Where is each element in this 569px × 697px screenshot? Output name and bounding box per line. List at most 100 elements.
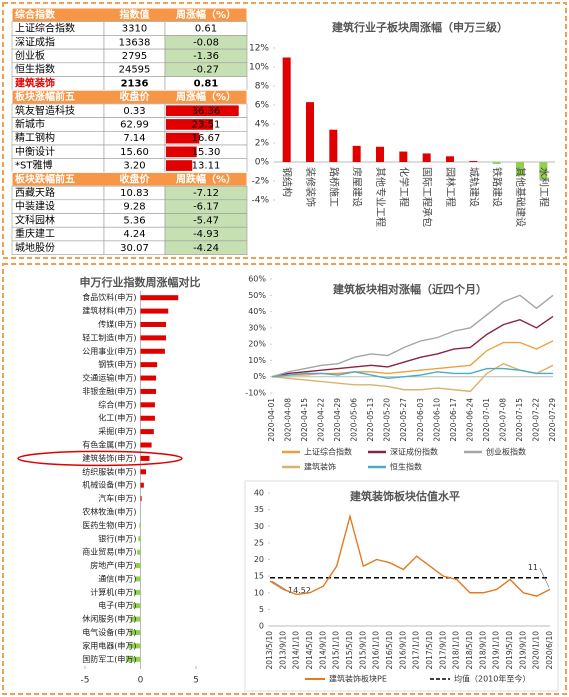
table-text: 0.33 (123, 106, 145, 117)
x-tick-label: 2020-07-15 (515, 398, 524, 442)
x-tick-label: -5 (81, 676, 90, 686)
x-tick-label: 2020/1/10 (532, 631, 541, 670)
y-tick-label: 商业贸易(申万) (82, 547, 136, 557)
x-tick-label: 2020/6/10 (545, 631, 554, 670)
bar (539, 162, 548, 180)
x-tick-label: 2013/5/10 (265, 631, 274, 670)
bar (140, 335, 167, 341)
bar (140, 469, 147, 475)
y-tick-label: 农林牧渔(申万) (82, 506, 136, 516)
table-text: 15.60 (120, 147, 149, 158)
table-text: 13.11 (192, 161, 221, 172)
bar (130, 616, 141, 622)
legend-label: 均值（2010年至今） (454, 674, 530, 684)
y-tick-label: 非银金融(申万) (82, 386, 136, 396)
table-text: -7.12 (193, 188, 219, 199)
x-tick-label: 2017/1/10 (412, 631, 421, 670)
table-text: 10.83 (120, 188, 149, 199)
bar (422, 153, 431, 162)
bar (140, 496, 142, 502)
x-tick-label: 2020-07-22 (531, 398, 540, 442)
leader (271, 580, 287, 590)
y-tick-label: 40 (254, 489, 264, 498)
data-bar (166, 160, 193, 171)
table-text: 新城市 (15, 117, 45, 130)
y-tick-label: 10% (249, 63, 269, 73)
x-tick-label: 城轨建设 (467, 167, 480, 207)
y-tick-label: 传媒(申万) (98, 319, 136, 329)
table-text: 城地股份 (15, 241, 55, 254)
leader (539, 568, 550, 588)
header-cell: 周跌幅（%） (176, 172, 236, 185)
bar (282, 57, 291, 162)
x-tick-label: 2018/5/10 (465, 631, 474, 670)
bar (469, 161, 478, 162)
x-tick-label: 2020-07-01 (482, 398, 491, 442)
y-tick-label: 5 (259, 605, 264, 614)
table-text: -1.36 (193, 51, 219, 62)
x-tick-label: 2020-05-06 (350, 398, 359, 442)
series-line (271, 315, 554, 378)
table-text: 恒生指数 (15, 63, 55, 76)
bottom-frame (2, 263, 567, 695)
x-tick-label: 国际工程承包 (421, 167, 434, 227)
pe-frame (244, 480, 559, 692)
top-frame (2, 2, 567, 259)
legend-label: 上证综合指数 (304, 447, 352, 457)
x-tick-label: 2015/5/10 (345, 631, 354, 670)
bar (399, 151, 408, 162)
series-line (271, 294, 554, 378)
table-text: -4.24 (193, 243, 219, 254)
bar (138, 536, 141, 542)
y-tick-label: 轻工制造(申万) (82, 332, 136, 342)
x-tick-label: 2020-07-29 (548, 398, 557, 442)
bar (140, 402, 155, 408)
y-tick-label: -4% (251, 196, 269, 206)
table-text: 13638 (119, 37, 151, 48)
y-tick-label: 电气设备(申万) (82, 627, 136, 637)
data-bar (166, 146, 197, 158)
x-tick-label: 2020-06-17 (449, 398, 458, 442)
y-tick-label: 建筑材料(申万) (82, 306, 136, 316)
x-tick-label: 其他专业工程 (374, 167, 387, 227)
bar (140, 321, 167, 327)
y-tick-label: 建筑装饰(申万) (82, 453, 136, 463)
x-tick-label: 0 (138, 676, 144, 686)
x-tick-label: 园林工程 (444, 167, 457, 207)
bar (139, 509, 141, 515)
x-tick-label: 2020-07-08 (498, 398, 507, 442)
y-tick-label: -10% (245, 389, 266, 398)
bar (134, 576, 141, 582)
bar (128, 643, 141, 649)
bar (140, 442, 152, 448)
chart-title: 建筑行业子板块周涨幅（申万三级） (332, 20, 508, 34)
table-text: 筑友智造科技 (15, 104, 75, 117)
y-tick-label: 30 (254, 522, 264, 531)
table-text: -0.08 (193, 37, 219, 48)
table-text: 中装建设 (15, 200, 55, 213)
table-cell (164, 240, 248, 255)
y-tick-label: 0% (253, 372, 266, 381)
bar (140, 482, 144, 488)
table-text: 重庆建工 (15, 227, 55, 240)
bar (516, 162, 524, 177)
bar (140, 415, 155, 421)
x-tick-label: 房屋建设 (351, 167, 364, 207)
bar (140, 375, 157, 381)
table-text: 0.61 (195, 24, 217, 35)
highlight (17, 450, 183, 467)
table-text: 24595 (119, 65, 151, 76)
legend-label: 建筑装饰板块PE (329, 674, 387, 684)
x-tick-label: 铁路建设 (491, 167, 504, 207)
bar (140, 362, 158, 368)
x-tick-label: 其他基础建设 (514, 167, 527, 227)
y-tick-label: 医药生物(申万) (82, 520, 136, 530)
x-tick-label: 2020-04-22 (317, 398, 326, 442)
y-tick-label: 食品饮料(申万) (82, 292, 136, 302)
table-text: 文科园林 (15, 213, 55, 226)
bar (329, 129, 338, 162)
bar (126, 656, 141, 662)
y-tick-label: 机械设备(申万) (82, 480, 136, 490)
y-tick-label: 35 (254, 505, 264, 514)
header-cell: 周涨幅（%） (176, 8, 236, 21)
